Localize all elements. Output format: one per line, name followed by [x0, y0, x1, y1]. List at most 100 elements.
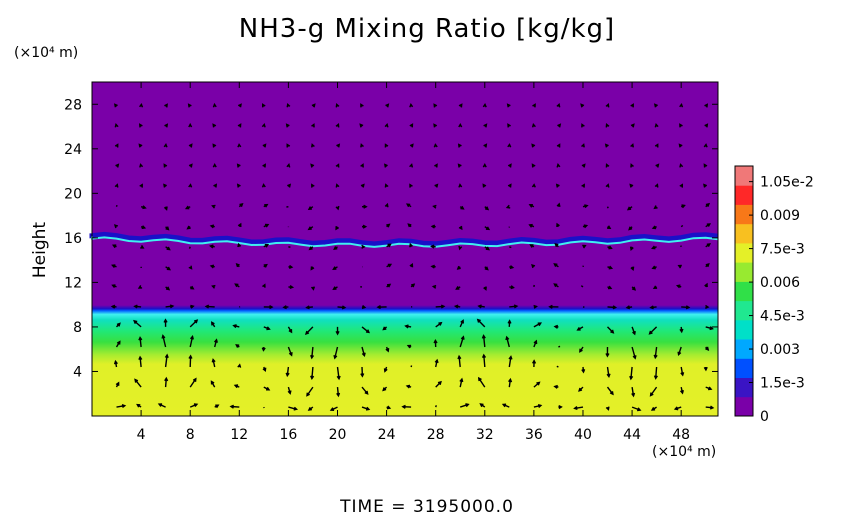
- wind-vector-head: [138, 336, 143, 341]
- wind-vector-head: [553, 283, 558, 288]
- wind-vector-head: [362, 224, 368, 229]
- wind-vector-head: [581, 163, 586, 168]
- wind-vector-head: [607, 225, 612, 230]
- wind-vector-head: [528, 204, 533, 208]
- wind-vector: [680, 224, 684, 228]
- wind-vector-head: [237, 363, 242, 368]
- wind-vector-head: [211, 204, 216, 209]
- wind-vector-head: [189, 335, 194, 340]
- wind-vector-head: [163, 163, 168, 168]
- wind-vector-head: [531, 163, 536, 168]
- wind-vector-head: [507, 123, 511, 128]
- wind-vector-head: [578, 387, 583, 392]
- wind-vector-head: [581, 123, 585, 128]
- wind-vector-head: [329, 407, 335, 411]
- wind-vector-head: [677, 264, 682, 269]
- wind-vector-head: [706, 223, 712, 227]
- wind-vector-head: [116, 322, 121, 327]
- wind-vector-head: [460, 319, 464, 324]
- wind-vector-head: [115, 163, 120, 168]
- wind-vector-head: [513, 304, 519, 309]
- wind-vector-head: [465, 403, 470, 408]
- wind-vector-head: [235, 344, 240, 348]
- wind-vector-head: [188, 265, 193, 270]
- x-tick-label: 48: [672, 427, 690, 443]
- wind-vector-head: [361, 352, 366, 357]
- wind-vector-head: [310, 286, 316, 291]
- wind-vector-head: [165, 286, 171, 291]
- wind-vector-head: [376, 305, 381, 310]
- wind-vector-head: [169, 304, 175, 309]
- wind-vector-head: [333, 246, 338, 250]
- wind-vector-head: [383, 368, 388, 373]
- wind-vector-head: [637, 407, 642, 412]
- wind-vector-head: [387, 263, 393, 268]
- colorbar-label: 0: [760, 409, 769, 425]
- wind-vector-head: [311, 103, 316, 108]
- wind-vector-head: [433, 103, 438, 108]
- wind-vector-head: [282, 305, 287, 310]
- y-tick-label: 28: [64, 97, 82, 113]
- wind-vector-head: [440, 304, 446, 309]
- wind-vector: [477, 319, 486, 328]
- wind-vector-head: [458, 183, 463, 188]
- x-axis-unit: (×10⁴ m): [652, 444, 717, 460]
- x-tick-label: 40: [574, 427, 592, 443]
- wind-vector-head: [215, 404, 220, 409]
- wind-vector: [334, 346, 339, 359]
- wind-vector-head: [482, 183, 487, 188]
- wind-vector: [162, 335, 167, 348]
- wind-vector-head: [653, 375, 658, 380]
- interface-edge: [89, 231, 719, 247]
- wind-vector: [164, 354, 168, 368]
- wind-vector-head: [405, 203, 411, 208]
- wind-vector-head: [308, 246, 313, 251]
- wind-vector-head: [262, 143, 267, 148]
- wind-vector-head: [365, 406, 371, 411]
- wind-vector-head: [531, 122, 536, 128]
- y-tick-label: 4: [73, 364, 82, 380]
- wind-vector-head: [651, 245, 656, 250]
- wind-vector-head: [113, 224, 119, 229]
- wind-vector-head: [401, 404, 406, 409]
- wind-vector-head: [555, 183, 560, 188]
- wind-vector-head: [477, 304, 482, 309]
- wind-vector-head: [336, 143, 341, 148]
- wind-vector: [558, 345, 561, 348]
- wind-vector-head: [460, 335, 465, 340]
- wind-vector-head: [139, 183, 143, 188]
- wind-vector-head: [481, 353, 487, 358]
- wind-vector-head: [556, 163, 561, 168]
- wind-vector-head: [409, 183, 413, 188]
- wind-vector: [189, 319, 198, 328]
- wind-vector: [139, 337, 142, 348]
- wind-vector-head: [287, 183, 292, 188]
- wind-vector-head: [606, 373, 611, 379]
- wind-vector-head: [558, 404, 563, 410]
- wind-vector-head: [679, 390, 684, 395]
- wind-vector-head: [703, 366, 708, 372]
- wind-vector: [134, 379, 142, 388]
- wind-vector: [361, 346, 366, 356]
- wind-vector-head: [332, 286, 337, 290]
- wind-vector-head: [605, 163, 610, 168]
- colorbar-label: 7.5e-3: [760, 242, 805, 258]
- wind-vector-head: [237, 123, 242, 128]
- wind-vector-head: [237, 242, 242, 248]
- wind-vector-head: [211, 321, 215, 326]
- time-label: TIME = 3195000.0: [340, 497, 514, 517]
- wind-vector-head: [264, 243, 270, 248]
- wind-vector-head: [289, 285, 295, 290]
- wind-vector-head: [630, 266, 635, 271]
- wind-vector-head: [186, 225, 191, 230]
- wind-vector-head: [556, 143, 561, 148]
- wind-vector-head: [385, 348, 390, 353]
- wind-vector: [478, 377, 486, 388]
- wind-vector: [630, 366, 633, 379]
- wind-vector-head: [481, 334, 486, 339]
- wind-vector-head: [458, 122, 463, 128]
- wind-vector-head: [507, 183, 512, 188]
- wind-vector-head: [548, 304, 553, 309]
- wind-vector-head: [630, 103, 634, 108]
- wind-vector-head: [363, 204, 368, 209]
